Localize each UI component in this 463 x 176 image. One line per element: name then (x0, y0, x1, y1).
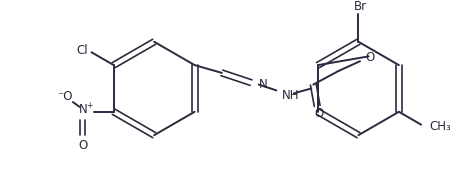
Text: NH: NH (282, 89, 299, 102)
Text: +: + (86, 102, 93, 111)
Text: O: O (365, 51, 374, 64)
Text: O: O (78, 139, 87, 152)
Text: O: O (314, 107, 323, 120)
Text: CH₃: CH₃ (428, 120, 450, 133)
Text: ⁻O: ⁻O (57, 90, 73, 103)
Text: N: N (79, 103, 88, 116)
Text: Br: Br (353, 1, 366, 13)
Text: Cl: Cl (76, 44, 88, 57)
Text: N: N (258, 78, 267, 91)
